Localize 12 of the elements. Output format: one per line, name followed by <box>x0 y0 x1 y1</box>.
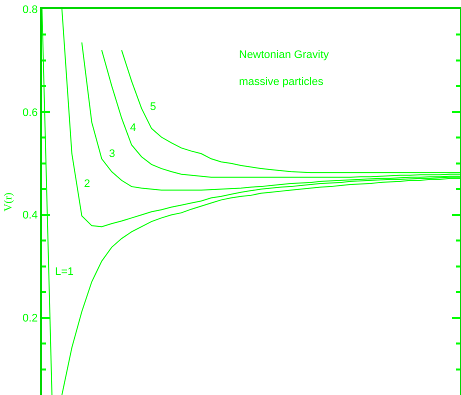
series-label: L=1 <box>55 266 74 278</box>
y-axis-title: V(r) <box>2 192 15 212</box>
series-label: 2 <box>84 178 90 190</box>
series-label: 5 <box>150 101 156 113</box>
annotation: massive particles <box>239 76 324 88</box>
series-label: 3 <box>109 148 116 160</box>
annotation: Newtonian Gravity <box>239 49 330 61</box>
y-tick-label: 0.2 <box>22 312 38 325</box>
series-label: 4 <box>130 122 136 134</box>
y-tick-label: 0.8 <box>22 4 38 16</box>
y-tick-label: 0.4 <box>22 210 38 222</box>
y-tick-label: 0.6 <box>22 106 38 119</box>
